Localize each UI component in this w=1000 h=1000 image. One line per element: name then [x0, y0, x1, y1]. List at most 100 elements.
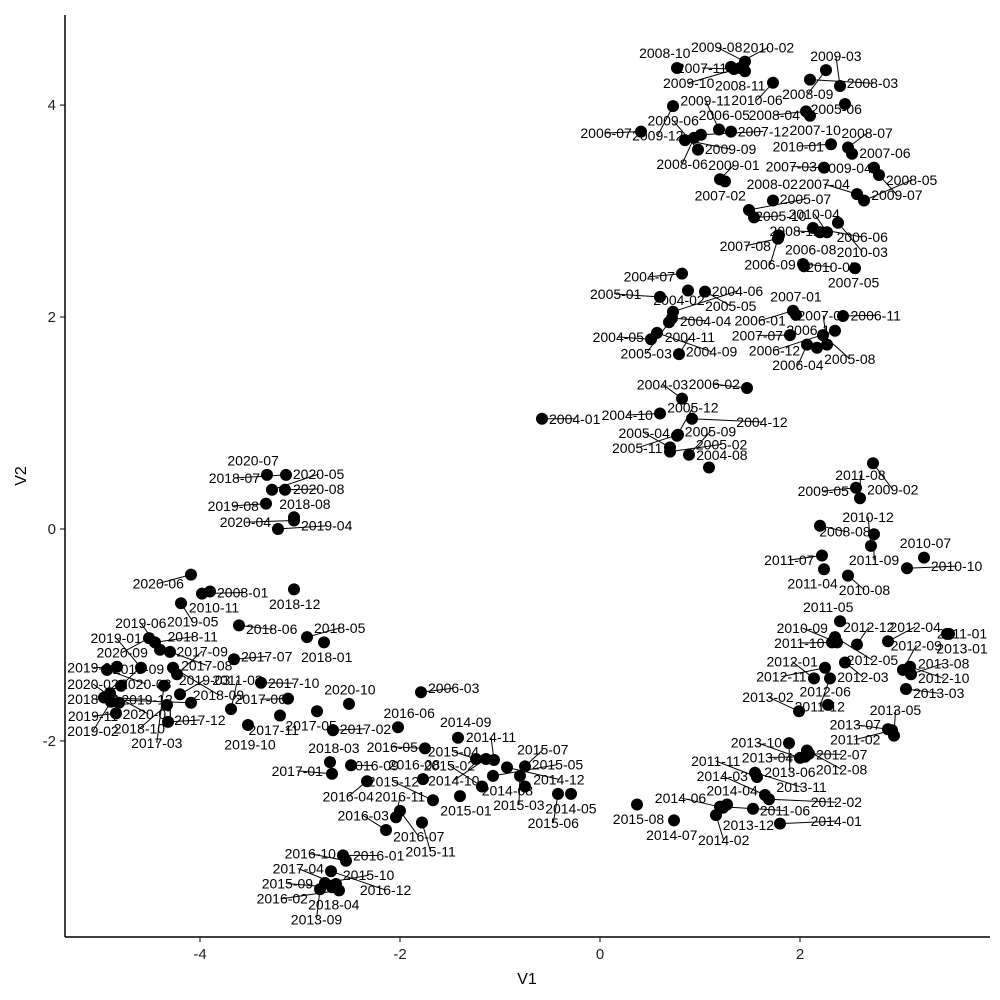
point-label: 2016-02 — [257, 891, 309, 907]
leader-line — [277, 525, 327, 530]
data-point — [800, 105, 812, 118]
point-label: 2017-06 — [235, 691, 287, 707]
point-label: 2005-10 — [755, 208, 807, 224]
point-label: 2007-08 — [720, 238, 772, 254]
point-label: 2010-12 — [842, 509, 894, 525]
point-label: 2016-05 — [367, 739, 419, 755]
point-label: 2004-02 — [653, 292, 705, 308]
data-point — [818, 161, 830, 174]
data-point — [882, 635, 894, 648]
data-point — [174, 688, 186, 701]
point-label: 2006-04 — [772, 357, 824, 373]
point-label: 2009-08 — [691, 39, 743, 55]
point-label: 2015-04 — [428, 744, 480, 760]
leader-line — [722, 775, 766, 796]
data-point — [851, 638, 863, 651]
data-point — [427, 794, 439, 807]
data-point — [487, 769, 499, 782]
leader-line — [234, 474, 287, 479]
point-label: 2005-07 — [780, 191, 832, 207]
point-label: 2008-03 — [847, 75, 899, 91]
point-label: 2005-09 — [685, 423, 737, 439]
leader-line — [863, 179, 912, 201]
point-label: 2006-03 — [428, 680, 480, 696]
point-label: 2015-10 — [343, 867, 395, 883]
point-label: 2013-02 — [742, 689, 794, 705]
data-point — [854, 492, 866, 505]
point-label: 2004-03 — [637, 376, 689, 392]
data-point — [783, 737, 795, 750]
data-point — [918, 551, 930, 564]
data-point — [811, 341, 823, 354]
data-point — [417, 773, 429, 786]
point-label: 2007-10 — [790, 122, 842, 138]
point-label: 2017-09 — [177, 643, 229, 659]
data-point — [784, 329, 796, 342]
point-label: 2011-05 — [803, 599, 854, 615]
data-point — [725, 125, 737, 138]
data-point — [110, 707, 122, 720]
point-label: 2012-09 — [891, 637, 943, 653]
point-label: 2018-06 — [246, 621, 298, 637]
data-point — [415, 686, 427, 699]
data-point — [390, 811, 402, 824]
point-label: 2005-05 — [705, 298, 757, 314]
data-point — [873, 169, 885, 181]
point-label: 2008-10 — [639, 45, 691, 61]
data-point — [519, 760, 531, 773]
point-label: 2004-04 — [680, 313, 732, 329]
point-label: 2018-10 — [114, 721, 166, 737]
data-point — [767, 76, 779, 89]
point-label: 2007-06 — [859, 145, 911, 161]
y-tick-label: 0 — [48, 521, 56, 538]
point-label: 2020-10 — [324, 682, 376, 698]
point-label: 2015-12 — [368, 774, 420, 790]
point-label: 2015-02 — [424, 757, 476, 773]
data-point — [849, 262, 861, 275]
point-label: 2007-11 — [677, 60, 728, 76]
point-label: 2014-10 — [428, 772, 480, 788]
data-point — [154, 643, 166, 656]
data-point — [380, 824, 392, 836]
point-label: 2004-06 — [712, 283, 764, 299]
point-label: 2012-01 — [767, 654, 819, 670]
data-point — [837, 310, 849, 322]
data-point — [816, 549, 828, 562]
point-label: 2015-09 — [262, 876, 314, 892]
point-label: 2006-08 — [785, 242, 837, 258]
point-label: 2018-08 — [279, 496, 331, 512]
point-label: 2005-02 — [696, 436, 748, 452]
data-point — [280, 468, 292, 481]
leader-line — [906, 565, 957, 569]
data-point — [266, 483, 278, 496]
point-label: 2006-12 — [749, 342, 801, 358]
data-point — [663, 316, 675, 329]
y-axis-ticks: -2 0 2 4 — [43, 97, 65, 750]
data-point — [793, 705, 805, 718]
point-label: 2015-08 — [613, 811, 665, 827]
data-point — [699, 285, 711, 298]
point-label: 2008-11 — [715, 77, 766, 93]
point-label: 2014-12 — [533, 771, 585, 787]
point-label: 2012-05 — [847, 652, 899, 668]
point-label: 2013-03 — [913, 685, 965, 701]
data-point — [734, 62, 746, 74]
data-point — [671, 429, 683, 442]
data-point — [839, 656, 851, 669]
data-point — [794, 751, 806, 764]
leader-line — [754, 772, 802, 788]
data-point — [279, 483, 291, 496]
point-label: 2018-05 — [314, 620, 366, 636]
data-point — [858, 194, 870, 207]
point-label: 2018-09 — [193, 687, 245, 703]
point-label: 2017-12 — [174, 712, 226, 728]
point-label: 2017-02 — [340, 721, 392, 737]
x-tick-label: -4 — [193, 946, 206, 963]
data-point — [804, 73, 816, 86]
data-point — [867, 457, 879, 470]
point-label: 2009-02 — [867, 482, 919, 498]
data-point — [167, 661, 179, 674]
data-point — [682, 284, 694, 297]
data-point — [767, 194, 779, 207]
point-label: 2014-11 — [466, 729, 517, 745]
